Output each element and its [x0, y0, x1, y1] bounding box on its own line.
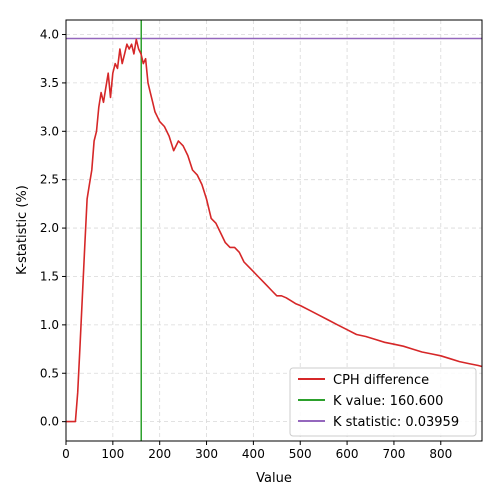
x-tick-label: 800 [429, 447, 452, 461]
legend-label-k-statistic: K statistic: 0.03959 [333, 415, 459, 430]
x-tick-label: 600 [336, 447, 359, 461]
y-tick-label: 0.5 [40, 366, 59, 380]
x-tick-label: 700 [382, 447, 405, 461]
plot-area [66, 20, 483, 441]
y-tick-label: 1.5 [40, 269, 59, 283]
y-tick-label: 1.0 [40, 318, 59, 332]
cph-difference-line [66, 38, 483, 423]
x-tick-label: 100 [101, 447, 124, 461]
x-tick-label: 200 [148, 447, 171, 461]
y-tick-label: 4.0 [40, 28, 59, 42]
y-axis-label: K-statistic (%) [15, 185, 30, 275]
legend-label-cph-difference: CPH difference [333, 373, 429, 388]
x-tick-label: 500 [289, 447, 312, 461]
y-tick-label: 2.0 [40, 221, 59, 235]
x-axis-ticks: 0 100 200 300 400 500 600 700 800 [62, 441, 452, 461]
y-tick-label: 3.5 [40, 76, 59, 90]
plot-frame [65, 19, 483, 442]
x-tick-label: 400 [242, 447, 265, 461]
x-tick-label: 300 [195, 447, 218, 461]
y-tick-label: 3.0 [40, 124, 59, 138]
x-axis-label: Value [256, 471, 292, 486]
legend: CPH difference K value: 160.600 K statis… [289, 367, 477, 437]
x-tick-label: 0 [62, 447, 70, 461]
y-axis-ticks: 0.0 0.5 1.0 1.5 2.0 2.5 3.0 3.5 4.0 [40, 28, 66, 429]
legend-box [289, 367, 477, 437]
y-tick-label: 0.0 [40, 415, 59, 429]
y-tick-label: 2.5 [40, 173, 59, 187]
legend-label-k-value: K value: 160.600 [333, 394, 443, 409]
